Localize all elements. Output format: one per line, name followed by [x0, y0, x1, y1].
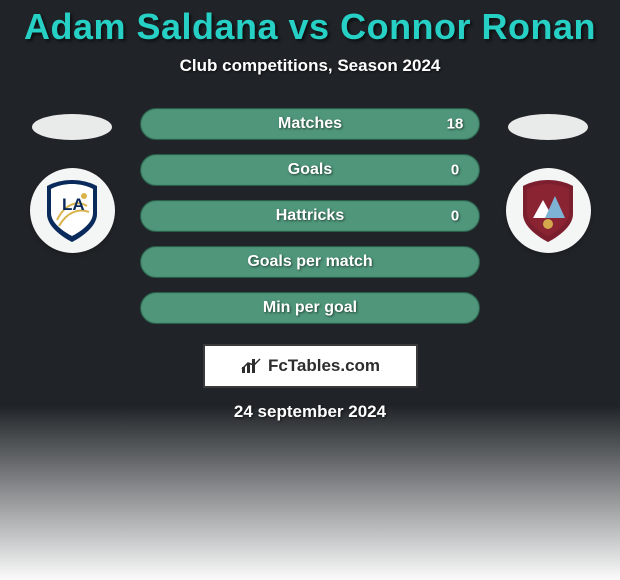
stat-right-value: 0 [441, 162, 469, 179]
right-column [498, 108, 598, 253]
stat-label: Goals per match [247, 253, 372, 271]
left-column: LA [22, 108, 122, 253]
stat-right-value: 18 [441, 116, 469, 133]
colorado-rapids-crest-icon [513, 176, 583, 246]
stat-row: Hattricks 0 [140, 200, 480, 232]
stat-right-value: 0 [441, 208, 469, 225]
bar-chart-icon [240, 357, 262, 375]
club-badge-left: LA [30, 168, 115, 253]
la-galaxy-crest-icon: LA [37, 176, 107, 246]
player-photo-right [508, 114, 588, 140]
stats-column: Matches 18 Goals 0 Hattricks 0 Goals per match… [140, 108, 480, 324]
svg-text:LA: LA [62, 195, 85, 214]
club-badge-right [506, 168, 591, 253]
comparison-row: LA Matches 18 Goals 0 Hattricks 0 Goals per ma… [0, 108, 620, 324]
stat-row: Goals per match [140, 246, 480, 278]
brand-badge: FcTables.com [203, 344, 418, 388]
subtitle: Club competitions, Season 2024 [180, 56, 441, 76]
date-text: 24 september 2024 [234, 402, 386, 422]
page-title: Adam Saldana vs Connor Ronan [24, 6, 596, 48]
stat-label: Hattricks [276, 207, 344, 225]
stat-row: Min per goal [140, 292, 480, 324]
brand-text: FcTables.com [268, 356, 380, 376]
stat-row: Matches 18 [140, 108, 480, 140]
stat-row: Goals 0 [140, 154, 480, 186]
stat-label: Min per goal [263, 299, 357, 317]
player-photo-left [32, 114, 112, 140]
stat-label: Matches [278, 115, 342, 133]
stat-label: Goals [288, 161, 332, 179]
